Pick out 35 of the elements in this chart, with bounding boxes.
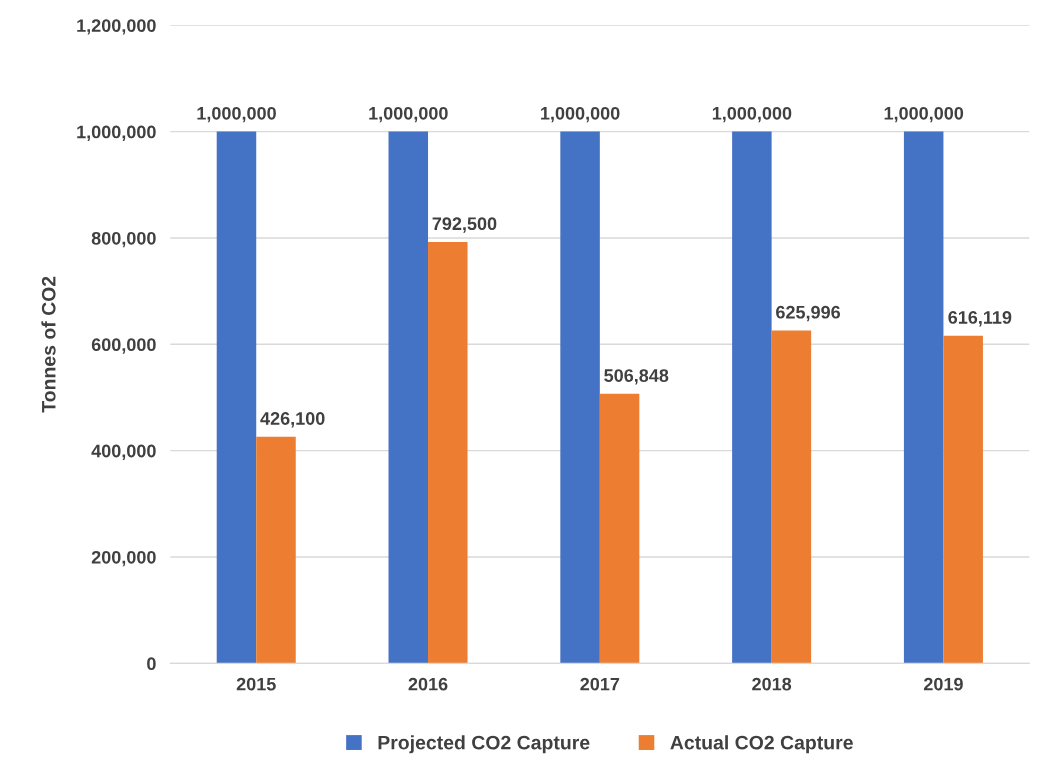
y-tick-label: 1,000,000 [77, 125, 156, 141]
data-label: 1,000,000 [884, 106, 964, 123]
data-label: 426,100 [260, 412, 325, 428]
y-tick-label: 400,000 [91, 444, 156, 460]
x-tick-label: 2016 [408, 677, 448, 691]
bar [256, 436, 296, 664]
data-label: 1,000,000 [197, 106, 276, 123]
x-tick-label: 2019 [923, 677, 963, 691]
x-tick-label: 2015 [236, 677, 276, 691]
x-tick-label: 2017 [580, 677, 620, 691]
y-tick-label: 0 [147, 657, 156, 671]
data-label: 506,848 [604, 369, 669, 385]
bar [903, 131, 944, 664]
y-tick-label: 1,200,000 [77, 19, 156, 35]
data-label: 625,996 [776, 305, 841, 322]
bar [599, 393, 640, 664]
legend-label: Projected CO2 Capture [378, 735, 590, 754]
bar [771, 330, 812, 664]
y-tick-label: 600,000 [91, 338, 156, 354]
data-label: 616,119 [948, 311, 1012, 327]
y-axis-title: Tonnes of CO2 [41, 276, 56, 413]
bar [560, 131, 600, 664]
y-tick-label: 800,000 [91, 231, 156, 248]
bar [732, 131, 772, 664]
legend-label: Actual CO2 Capture [670, 735, 853, 754]
y-tick-label: 200,000 [91, 550, 156, 567]
bar [943, 335, 983, 664]
data-label: 1,000,000 [369, 106, 448, 123]
bar [388, 131, 429, 664]
data-label: 1,000,000 [712, 106, 792, 123]
bar [216, 131, 257, 664]
x-tick-label: 2018 [752, 677, 792, 691]
data-label: 792,500 [432, 217, 497, 233]
data-label: 1,000,000 [541, 106, 620, 123]
bar [428, 241, 468, 664]
